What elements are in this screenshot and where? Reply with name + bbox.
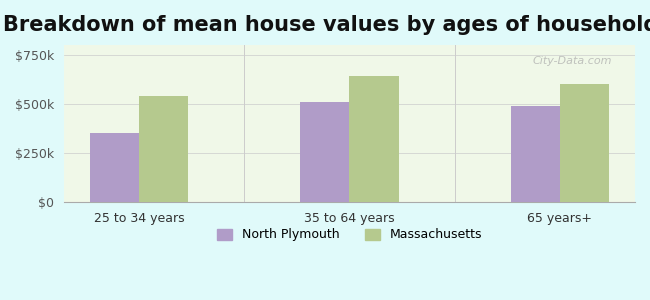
Bar — [139, 96, 188, 202]
Bar — [90, 134, 139, 202]
Bar — [511, 106, 560, 202]
Title: Breakdown of mean house values by ages of householders: Breakdown of mean house values by ages o… — [3, 15, 650, 35]
Bar — [300, 102, 350, 202]
Bar — [350, 76, 398, 202]
Bar — [560, 84, 609, 202]
Text: City-Data.com: City-Data.com — [532, 56, 612, 66]
Legend: North Plymouth, Massachusetts: North Plymouth, Massachusetts — [212, 224, 487, 247]
